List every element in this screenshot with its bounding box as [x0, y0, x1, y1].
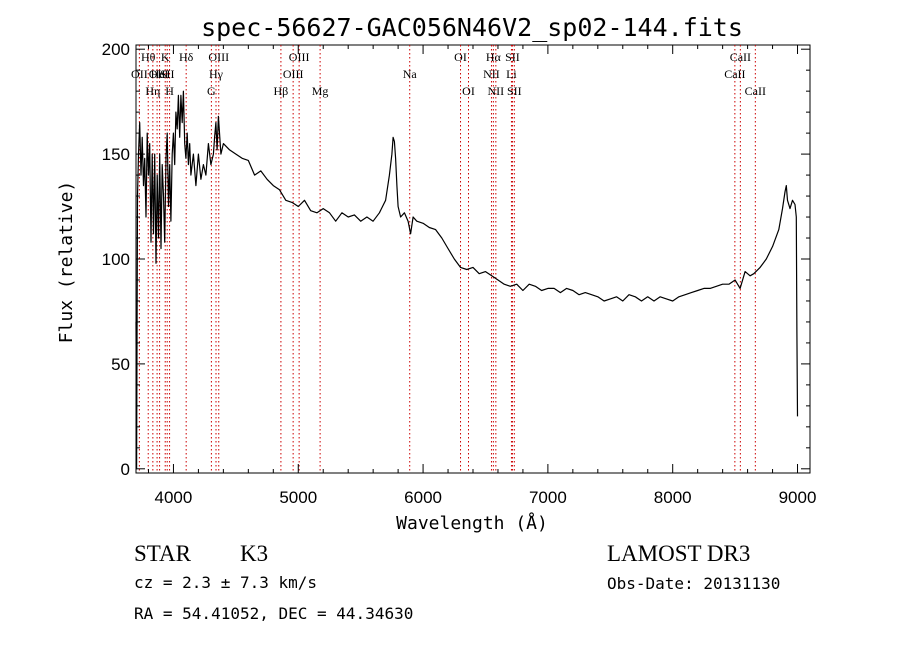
plot-frame — [135, 44, 811, 474]
x-axis-label: Wavelength (Å) — [396, 512, 548, 534]
y-tick-label: 150 — [102, 145, 130, 164]
spectrum-line — [135, 90, 799, 470]
y-tick-label: 50 — [111, 355, 130, 374]
line-marker-label: SII — [160, 67, 175, 81]
x-tick-label: 4000 — [155, 488, 193, 507]
line-marker-label: Hγ — [209, 67, 224, 81]
line-marker-label: SII — [505, 50, 520, 64]
y-axis-label: Flux (relative) — [56, 181, 77, 344]
line-marker-label: OI — [462, 84, 475, 98]
line-marker-label: NII — [483, 67, 500, 81]
line-marker-label: H — [165, 84, 174, 98]
x-tick-label: 9000 — [779, 488, 817, 507]
line-marker-label: CaII — [724, 67, 745, 81]
line-marker-label: Li — [506, 67, 517, 81]
line-marker-label: OII — [131, 67, 148, 81]
x-tick-label: 8000 — [654, 488, 692, 507]
line-marker-label: G — [207, 84, 216, 98]
line-marker-label: CaII — [745, 84, 766, 98]
line-marker-label: OIII — [289, 50, 310, 64]
spectrum-info: STAR K3 cz = 2.3 ± 7.3 km/s RA = 54.4105… — [134, 541, 780, 623]
line-marker-label: CaII — [730, 50, 751, 64]
line-marker-label: OIII — [208, 50, 229, 64]
subclass-label: K3 — [240, 541, 268, 566]
line-marker-label: Hβ — [274, 84, 289, 98]
line-marker-label: OIII — [283, 67, 304, 81]
line-marker-label: SII — [507, 84, 522, 98]
x-tick-label: 7000 — [529, 488, 567, 507]
y-tick-label: 100 — [102, 250, 130, 269]
y-tick-label: 0 — [121, 460, 130, 479]
line-marker-label: OII — [149, 67, 166, 81]
line-marker-label: Na — [403, 67, 418, 81]
class-label: STAR — [134, 541, 192, 566]
redshift-velocity: cz = 2.3 ± 7.3 km/s — [134, 573, 317, 592]
line-marker-label: HeI — [151, 67, 169, 81]
x-axis-ticks: 4000 5000 6000 7000 8000 9000 — [147, 45, 817, 507]
line-marker-label: Hθ — [141, 50, 156, 64]
y-axis-ticks: 0 50 100 150 200 — [102, 40, 810, 479]
line-marker-label: Hα — [486, 50, 502, 64]
line-marker-label: NII — [488, 84, 505, 98]
line-markers — [138, 45, 756, 473]
line-marker-label: K — [161, 50, 170, 64]
coordinates: RA = 54.41052, DEC = 44.34630 — [134, 604, 413, 623]
observation-date: Obs-Date: 20131130 — [607, 574, 780, 593]
line-marker-label: Hδ — [179, 50, 194, 64]
line-marker-label: Mg — [312, 84, 329, 98]
x-tick-label: 5000 — [279, 488, 317, 507]
survey-name: LAMOST DR3 — [607, 541, 750, 566]
line-marker-label: OI — [454, 50, 467, 64]
chart-title: spec-56627-GAC056N46V2_sp02-144.fits — [201, 13, 743, 42]
line-marker-label: Hη — [145, 84, 160, 98]
x-tick-label: 6000 — [404, 488, 442, 507]
y-tick-label: 200 — [102, 40, 130, 59]
